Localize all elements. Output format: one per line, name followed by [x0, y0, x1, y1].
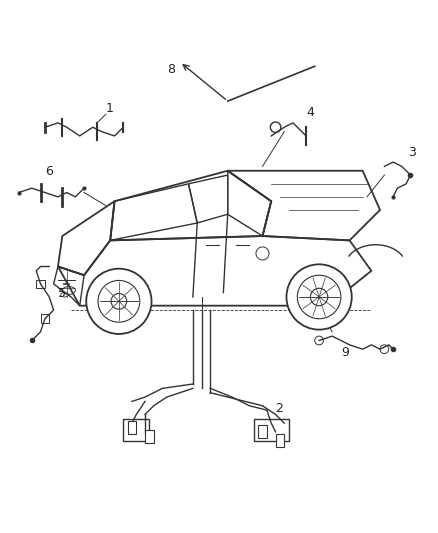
Bar	[41, 314, 49, 323]
Text: 1: 1	[106, 102, 114, 115]
Circle shape	[86, 269, 152, 334]
Text: 3: 3	[408, 146, 416, 158]
Text: 4: 4	[306, 107, 314, 119]
Bar	[258, 425, 267, 439]
Text: 2: 2	[276, 402, 283, 415]
Text: 6: 6	[45, 165, 53, 178]
Bar	[145, 430, 154, 443]
Bar	[127, 421, 136, 434]
Bar	[254, 419, 289, 441]
Text: 5: 5	[58, 287, 66, 300]
Bar	[276, 434, 284, 447]
Circle shape	[286, 264, 352, 329]
Text: 9: 9	[341, 346, 349, 359]
Text: 8: 8	[167, 63, 175, 76]
Bar	[36, 279, 45, 288]
Bar	[123, 419, 149, 441]
